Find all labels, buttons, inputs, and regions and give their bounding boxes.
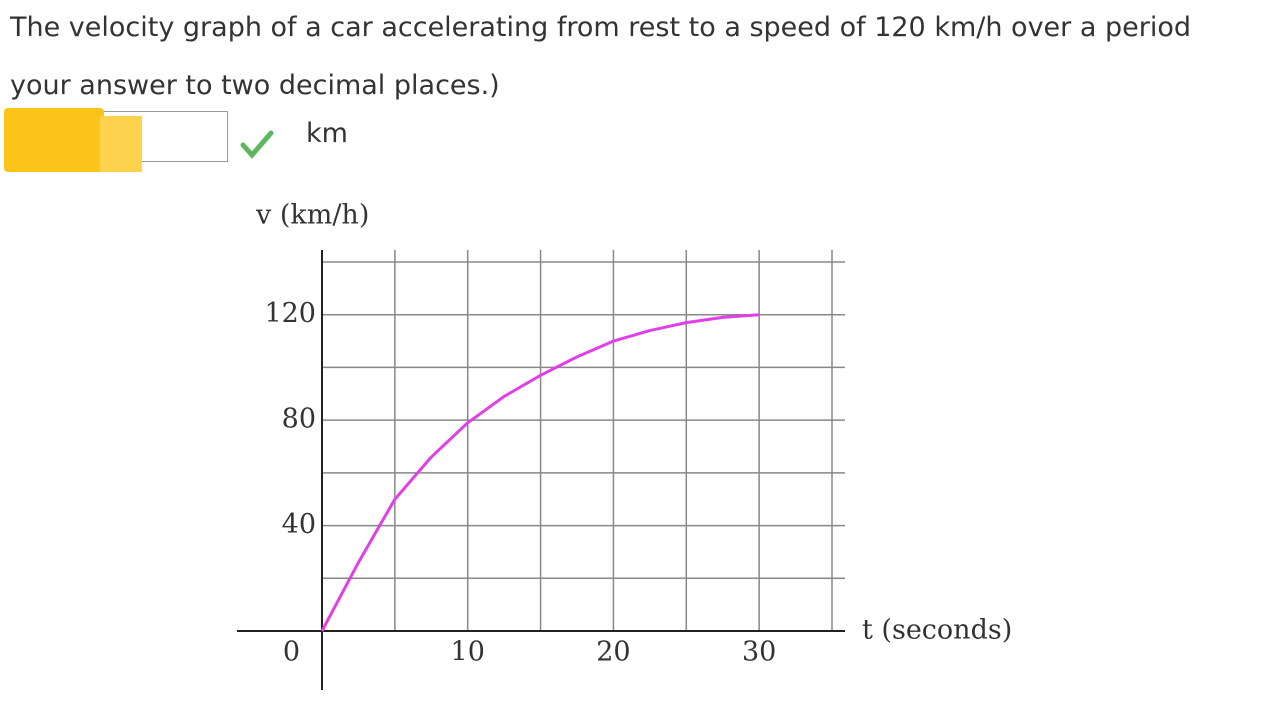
x-tick-label: 20 — [596, 637, 630, 668]
x-tick-label: 30 — [742, 637, 776, 668]
y-tick-label: 0 — [283, 637, 300, 668]
unit-label: km — [306, 118, 348, 149]
redaction — [100, 116, 142, 172]
check-mark — [240, 130, 274, 159]
y-tick-label: 120 — [264, 298, 316, 329]
question-text: your answer to two decimal places.) — [10, 70, 500, 101]
x-tick-label: 10 — [451, 637, 485, 668]
y-axis-title: v (km/h) — [255, 200, 369, 231]
redaction — [4, 108, 104, 172]
y-tick-label: 80 — [282, 404, 316, 435]
x-axis-title: t (seconds) — [862, 615, 1012, 646]
velocity-curve — [320, 313, 760, 632]
y-tick-label: 40 — [282, 509, 316, 540]
question-text: The velocity graph of a car accelerating… — [10, 12, 1191, 43]
